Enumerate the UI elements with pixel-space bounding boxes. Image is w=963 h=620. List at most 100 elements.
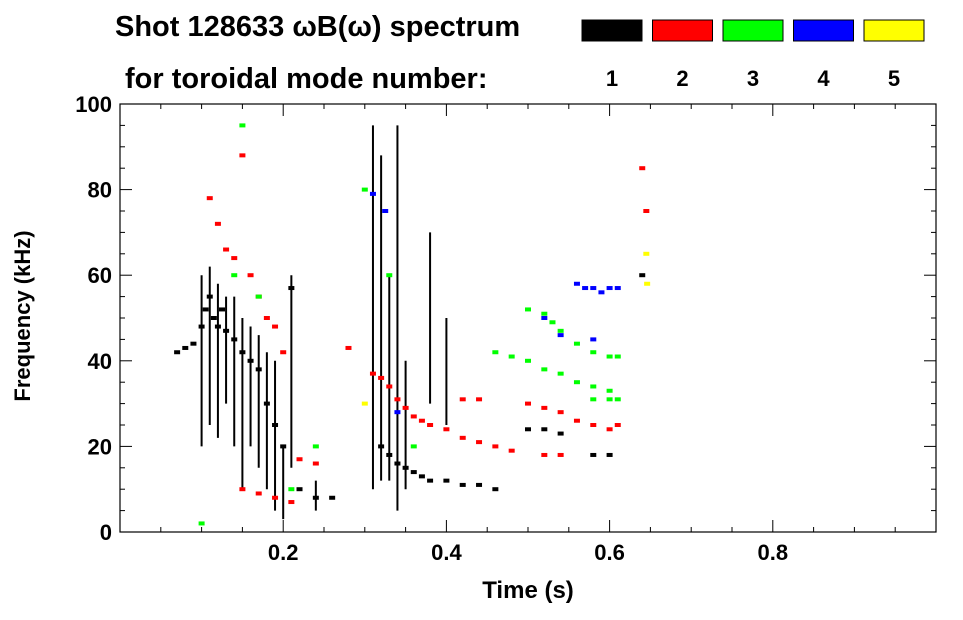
mode-3-point: [614, 397, 621, 402]
mode-1-point: [541, 427, 548, 432]
mode-3-point: [255, 294, 262, 299]
mode-1-point: [394, 461, 401, 466]
mode-2-point: [459, 397, 466, 402]
mode-1-point: [402, 465, 409, 470]
mode-1-point: [459, 482, 466, 487]
mode-4-point: [614, 286, 621, 291]
y-axis-label: Frequency (kHz): [10, 230, 35, 401]
legend-label-1: 1: [606, 66, 618, 91]
y-tick-label: 80: [88, 178, 112, 203]
mode-3-point: [557, 371, 564, 376]
mode-2-point: [492, 444, 499, 449]
mode-4-point: [382, 209, 389, 213]
mode-3-point: [231, 273, 238, 278]
legend-swatch-3: [722, 19, 784, 42]
mode-2-point: [427, 423, 434, 427]
mode-1-point: [272, 423, 279, 427]
mode-1-point: [206, 294, 213, 299]
mode-1-point: [525, 427, 531, 432]
mode-2-point: [223, 247, 230, 252]
mode-1-point: [202, 307, 209, 312]
legend-label-4: 4: [817, 66, 830, 91]
mode-2-point: [369, 371, 376, 376]
legend-label-3: 3: [747, 66, 759, 91]
mode-1-point: [214, 324, 221, 329]
mode-2-point: [639, 166, 646, 171]
mode-3-point: [614, 354, 621, 359]
data-marks: [174, 123, 651, 526]
mode-5-point: [361, 401, 368, 406]
mode-3-point: [361, 187, 368, 192]
mode-4-point: [590, 286, 597, 291]
mode-2-point: [255, 491, 262, 496]
mode-2-point: [272, 495, 279, 500]
mode-3-point: [239, 123, 246, 128]
mode-1-point: [418, 474, 425, 479]
mode-1-point: [296, 487, 303, 492]
mode-2-point: [606, 427, 613, 432]
mode-1-point: [492, 487, 499, 492]
mode-1-point: [223, 328, 230, 333]
mode-4-point: [557, 333, 564, 338]
mode-2-point: [459, 435, 466, 440]
mode-1-point: [239, 350, 246, 355]
mode-1-point: [174, 350, 181, 355]
mode-1-point: [280, 444, 287, 449]
mode-3-point: [590, 397, 597, 402]
mode-3-point: [606, 354, 613, 359]
mode-2-point: [508, 448, 515, 453]
mode-4-point: [598, 290, 605, 295]
x-axis-label: Time (s): [482, 577, 574, 604]
mode-2-point: [476, 397, 483, 402]
mode-2-point: [402, 405, 409, 410]
mode-4-point: [606, 286, 613, 291]
mode-3-point: [312, 444, 319, 449]
mode-4-point: [590, 337, 597, 342]
mode-3-point: [410, 444, 417, 449]
mode-3-point: [557, 328, 564, 333]
mode-2-point: [247, 273, 254, 278]
mode-2-point: [386, 384, 393, 389]
mode-5-point: [644, 281, 651, 286]
mode-3-point: [590, 350, 597, 355]
legend-swatch-5: [863, 19, 925, 42]
mode-3-point: [606, 397, 613, 402]
y-tick-label: 0: [100, 520, 112, 545]
mode-2-point: [541, 452, 548, 457]
legend: 1 2 3 4 5: [581, 19, 925, 91]
mode-3-point: [508, 354, 515, 359]
mode-3-point: [573, 380, 580, 385]
mode-3-point: [525, 307, 531, 312]
legend-swatch-1: [581, 19, 643, 42]
mode-2-point: [206, 196, 213, 201]
mode-1-point: [590, 452, 597, 457]
mode-2-point: [525, 401, 531, 406]
mode-1-point: [190, 341, 197, 346]
legend-swatch-2: [652, 19, 713, 42]
mode-2-point: [614, 423, 621, 427]
mode-1-point: [410, 470, 417, 475]
axis-ticks: 0 20 40 60 80 100 0.2 0.4 0.6 0.8: [75, 92, 936, 565]
mode-1-point: [312, 495, 319, 500]
mode-1-point: [557, 431, 564, 436]
mode-4-point: [541, 316, 548, 320]
mode-2-point: [557, 410, 564, 415]
mode-2-point: [590, 423, 597, 427]
mode-2-point: [541, 405, 548, 410]
legend-swatch-4: [793, 19, 854, 42]
mode-1-point: [476, 482, 483, 487]
mode-2-point: [476, 440, 483, 445]
y-tick-label: 40: [88, 349, 112, 374]
mode-1-point: [182, 345, 189, 350]
mode-2-point: [418, 418, 425, 423]
mode-2-point: [280, 350, 287, 355]
mode-3-point: [525, 358, 531, 363]
mode-1-point: [386, 452, 393, 457]
mode-3-point: [541, 311, 548, 316]
x-tick-label: 0.2: [268, 540, 299, 565]
mode-3-point: [573, 341, 580, 346]
x-tick-label: 0.8: [758, 540, 789, 565]
mode-1-point: [329, 495, 336, 500]
mode-3-point: [386, 273, 393, 278]
